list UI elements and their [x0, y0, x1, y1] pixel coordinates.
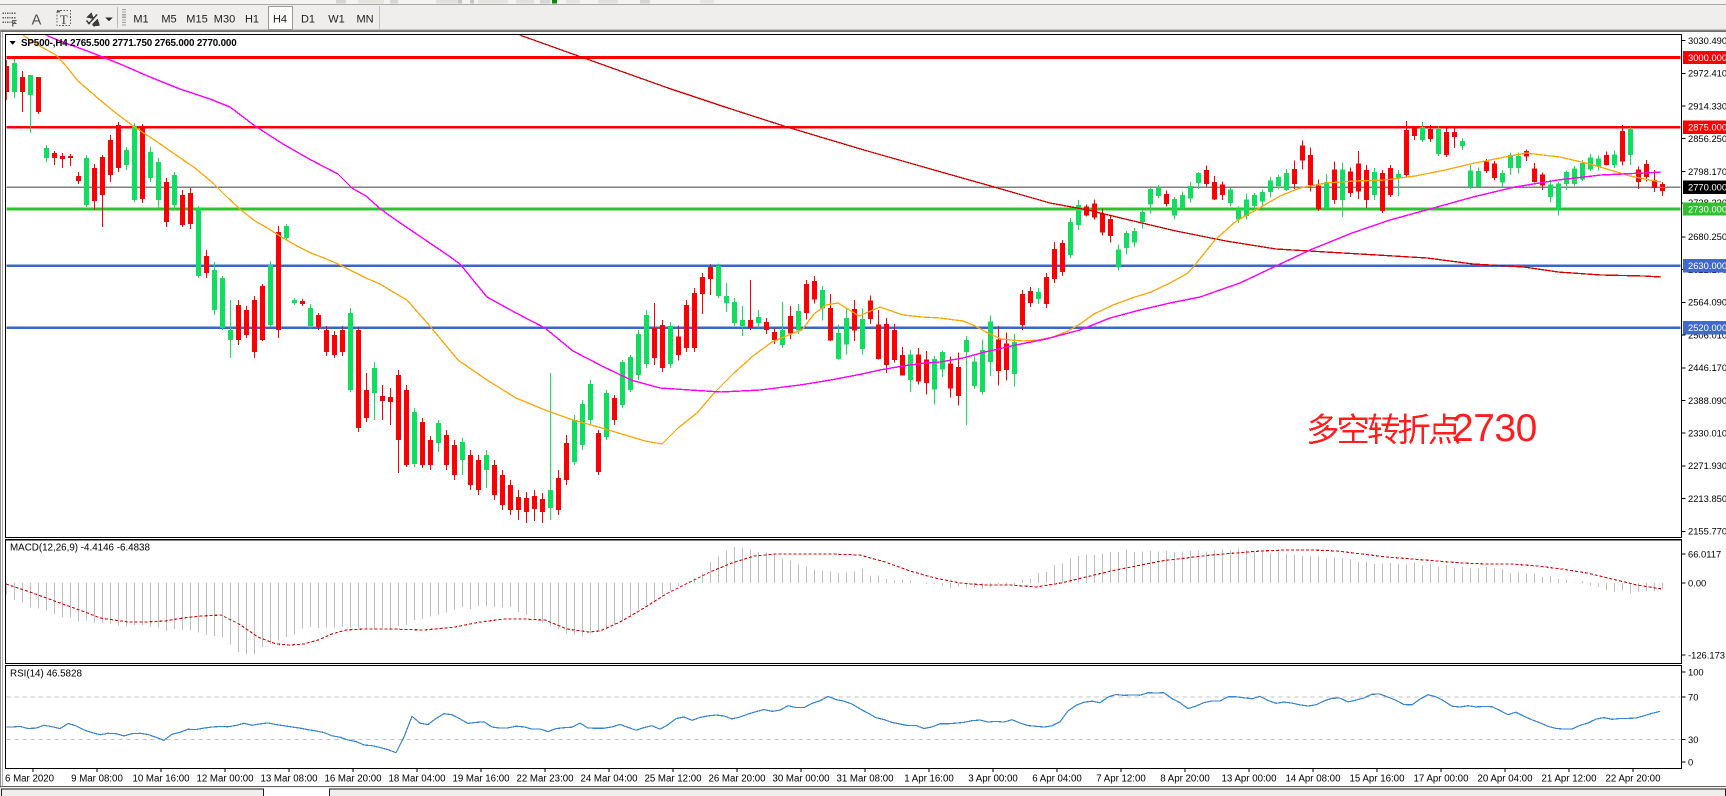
svg-text:30 Mar 00:00: 30 Mar 00:00 [772, 774, 830, 785]
svg-text:SP500-,H4 2765.500 2771.750 2: SP500-,H4 2765.500 2771.750 2765.000 277… [21, 38, 237, 49]
svg-text:18 Mar 04:00: 18 Mar 04:00 [388, 774, 446, 785]
svg-text:3030.490: 3030.490 [1688, 35, 1726, 46]
svg-text:2914.330: 2914.330 [1688, 100, 1726, 111]
svg-text:2972.410: 2972.410 [1688, 68, 1726, 79]
svg-text:3 Apr 00:00: 3 Apr 00:00 [968, 774, 1018, 785]
svg-text:H1: H1 [245, 13, 259, 25]
svg-text:A: A [32, 13, 42, 29]
svg-text:19 Mar 16:00: 19 Mar 16:00 [452, 774, 510, 785]
svg-text:H4: H4 [273, 13, 287, 25]
svg-text:8 Apr 20:00: 8 Apr 20:00 [1160, 774, 1210, 785]
svg-text:2446.170: 2446.170 [1688, 362, 1726, 373]
svg-text:2330.010: 2330.010 [1688, 428, 1726, 439]
svg-text:M15: M15 [186, 13, 207, 25]
svg-text:3000.000: 3000.000 [1688, 52, 1726, 63]
svg-text:25 Mar 12:00: 25 Mar 12:00 [644, 774, 702, 785]
svg-text:2798.170: 2798.170 [1688, 166, 1726, 177]
svg-text:13 Mar 08:00: 13 Mar 08:00 [260, 774, 318, 785]
svg-text:12 Mar 00:00: 12 Mar 00:00 [196, 774, 254, 785]
svg-text:24 Mar 04:00: 24 Mar 04:00 [580, 774, 638, 785]
svg-text:30: 30 [1688, 734, 1698, 745]
svg-text:2520.000: 2520.000 [1688, 322, 1726, 333]
svg-text:22 Mar 23:00: 22 Mar 23:00 [516, 774, 574, 785]
svg-text:22 Apr 20:00: 22 Apr 20:00 [1606, 774, 1662, 785]
svg-text:6 Mar 2020: 6 Mar 2020 [5, 774, 55, 785]
svg-text:-126.173: -126.173 [1688, 649, 1725, 660]
svg-text:W1: W1 [328, 13, 345, 25]
svg-text:70: 70 [1688, 691, 1698, 702]
svg-text:100: 100 [1688, 666, 1704, 677]
svg-text:D1: D1 [301, 13, 315, 25]
svg-text:M5: M5 [161, 13, 176, 25]
svg-text:6 Apr 04:00: 6 Apr 04:00 [1032, 774, 1082, 785]
svg-text:20 Apr 04:00: 20 Apr 04:00 [1478, 774, 1534, 785]
svg-text:21 Apr 12:00: 21 Apr 12:00 [1542, 774, 1598, 785]
svg-text:2271.930: 2271.930 [1688, 460, 1726, 471]
svg-text:2630.000: 2630.000 [1688, 260, 1726, 271]
svg-text:16 Mar 20:00: 16 Mar 20:00 [324, 774, 382, 785]
svg-text:7 Apr 12:00: 7 Apr 12:00 [1096, 774, 1146, 785]
svg-text:2875.000: 2875.000 [1688, 122, 1726, 133]
svg-text:9 Mar 08:00: 9 Mar 08:00 [71, 774, 123, 785]
svg-text:66.0117: 66.0117 [1688, 548, 1721, 559]
svg-text:17 Apr 00:00: 17 Apr 00:00 [1414, 774, 1470, 785]
svg-text:T: T [60, 13, 68, 27]
svg-text:1 Apr 16:00: 1 Apr 16:00 [904, 774, 954, 785]
svg-text:2213.850: 2213.850 [1688, 493, 1726, 504]
svg-text:2856.250: 2856.250 [1688, 133, 1726, 144]
svg-text:2680.250: 2680.250 [1688, 231, 1726, 242]
svg-text:2730: 2730 [1452, 407, 1537, 450]
svg-text:2506.010: 2506.010 [1688, 329, 1726, 340]
svg-text:0.00: 0.00 [1688, 577, 1706, 588]
svg-text:26 Mar 20:00: 26 Mar 20:00 [708, 774, 766, 785]
svg-text:2564.090: 2564.090 [1688, 297, 1726, 308]
svg-text:MACD(12,26,9) -4.4146 -6.4838: MACD(12,26,9) -4.4146 -6.4838 [10, 543, 151, 554]
svg-text:M30: M30 [214, 13, 235, 25]
svg-text:14 Apr 08:00: 14 Apr 08:00 [1286, 774, 1342, 785]
svg-text:MN: MN [356, 13, 373, 25]
svg-text:F: F [12, 19, 18, 29]
svg-text:13 Apr 00:00: 13 Apr 00:00 [1222, 774, 1278, 785]
svg-text:2388.090: 2388.090 [1688, 395, 1726, 406]
svg-text:10 Mar 16:00: 10 Mar 16:00 [132, 774, 190, 785]
svg-text:0: 0 [1688, 756, 1693, 767]
svg-text:M1: M1 [133, 13, 148, 25]
svg-text:RSI(14) 46.5828: RSI(14) 46.5828 [10, 669, 82, 680]
svg-text:2155.770: 2155.770 [1688, 526, 1726, 537]
svg-text:2770.000: 2770.000 [1688, 182, 1726, 193]
svg-text:31 Mar 08:00: 31 Mar 08:00 [836, 774, 894, 785]
svg-text:2730.000: 2730.000 [1688, 203, 1726, 214]
svg-text:15 Apr 16:00: 15 Apr 16:00 [1350, 774, 1406, 785]
